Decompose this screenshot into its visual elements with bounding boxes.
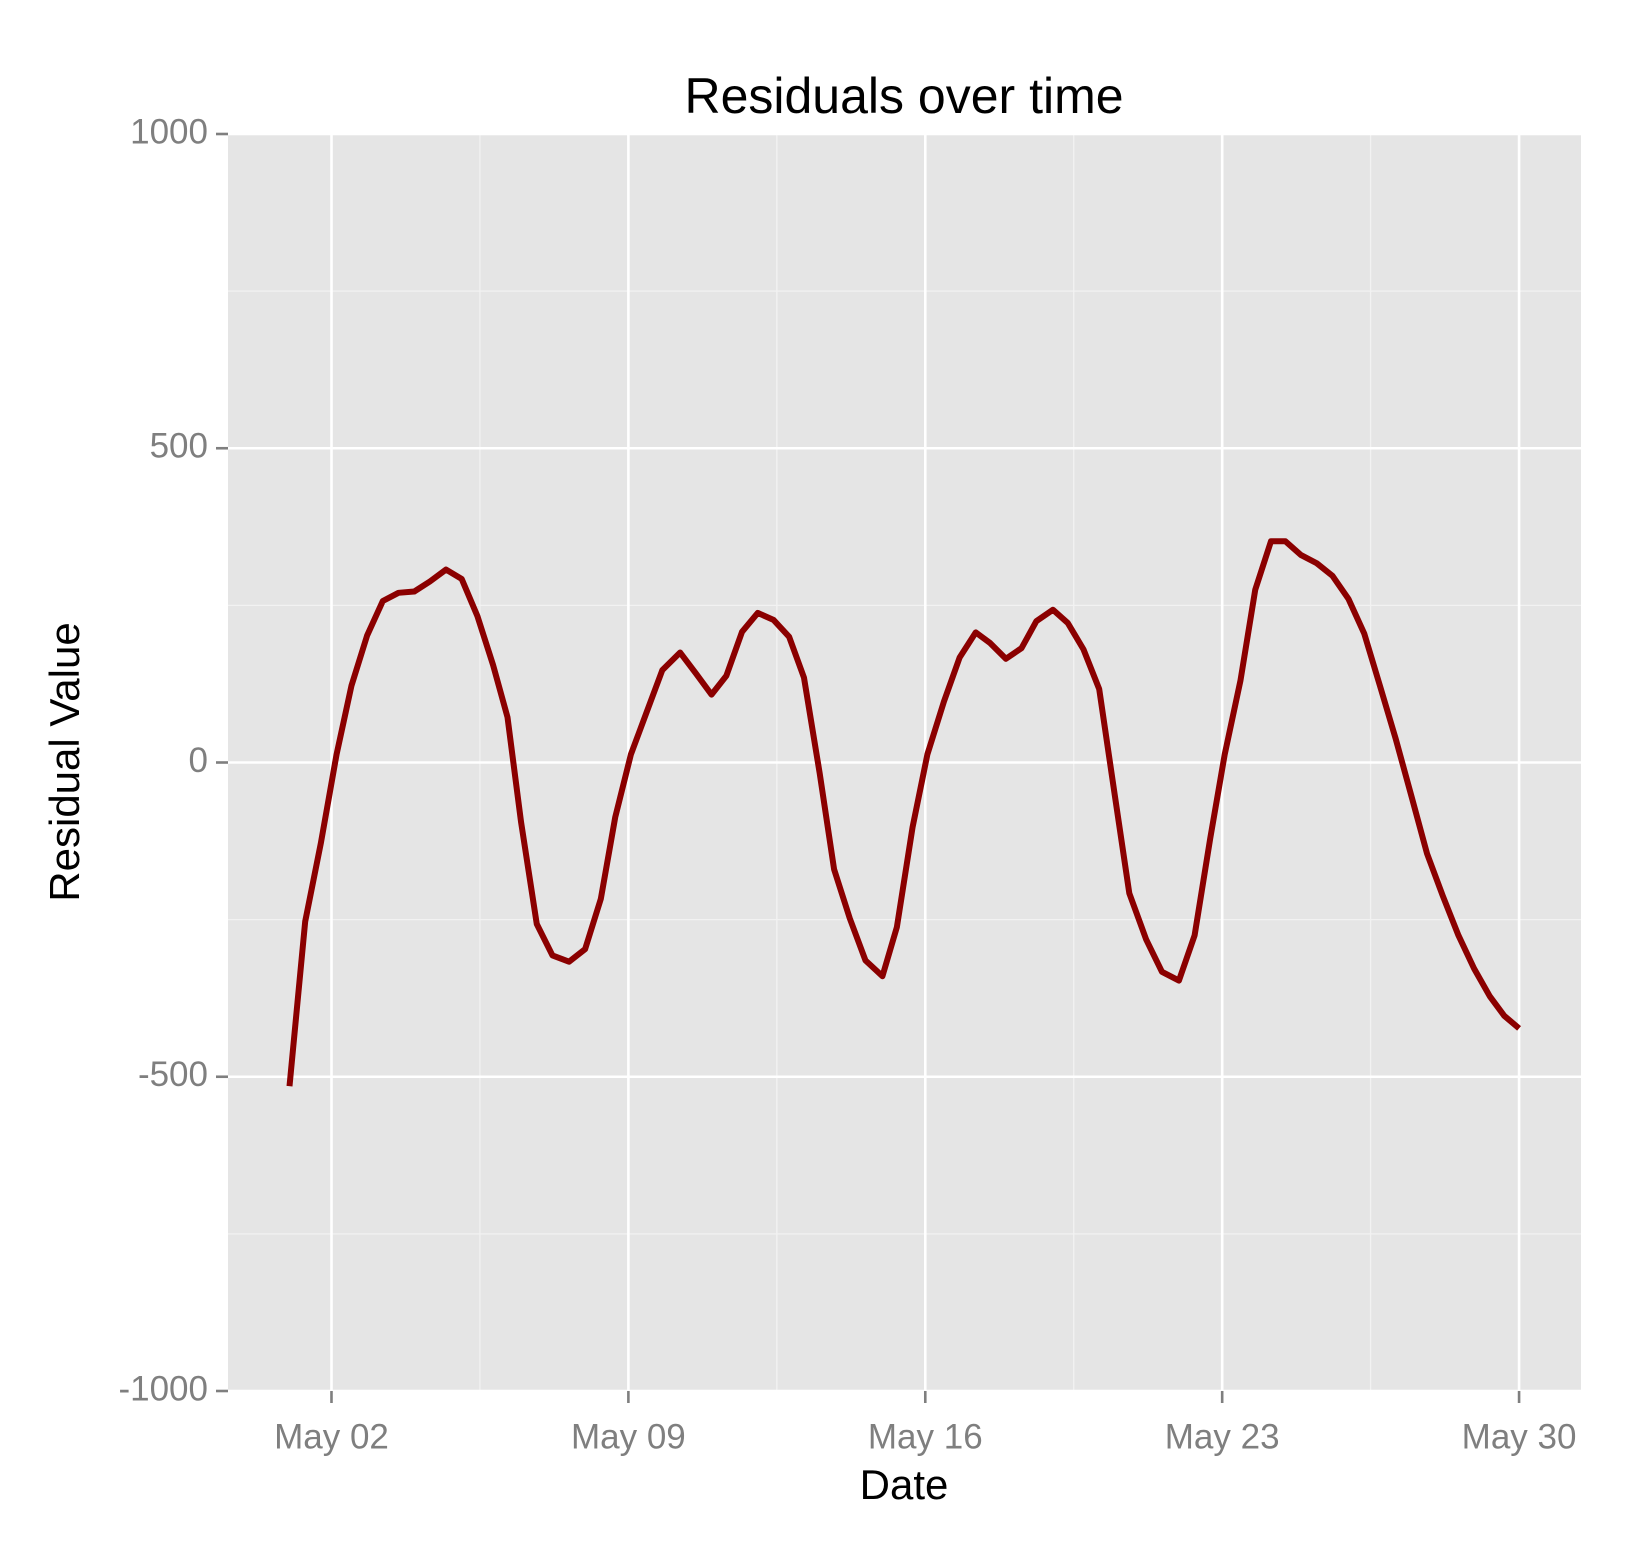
- y-tick-label: -500: [138, 1055, 208, 1094]
- y-axis-title: Residual Value: [41, 622, 88, 901]
- x-tick-label: May 30: [1462, 1417, 1577, 1456]
- x-axis-title: Date: [860, 1461, 949, 1508]
- y-tick-label: -1000: [118, 1369, 208, 1408]
- y-tick-label: 0: [189, 741, 208, 780]
- x-tick-label: May 09: [571, 1417, 686, 1456]
- x-tick-label: May 02: [274, 1417, 389, 1456]
- x-tick-label: May 23: [1165, 1417, 1280, 1456]
- x-tick-label: May 16: [868, 1417, 983, 1456]
- y-tick-label: 1000: [130, 112, 208, 151]
- y-tick-label: 500: [150, 427, 208, 466]
- chart-title: Residuals over time: [684, 68, 1123, 124]
- line: [286, 538, 1522, 1087]
